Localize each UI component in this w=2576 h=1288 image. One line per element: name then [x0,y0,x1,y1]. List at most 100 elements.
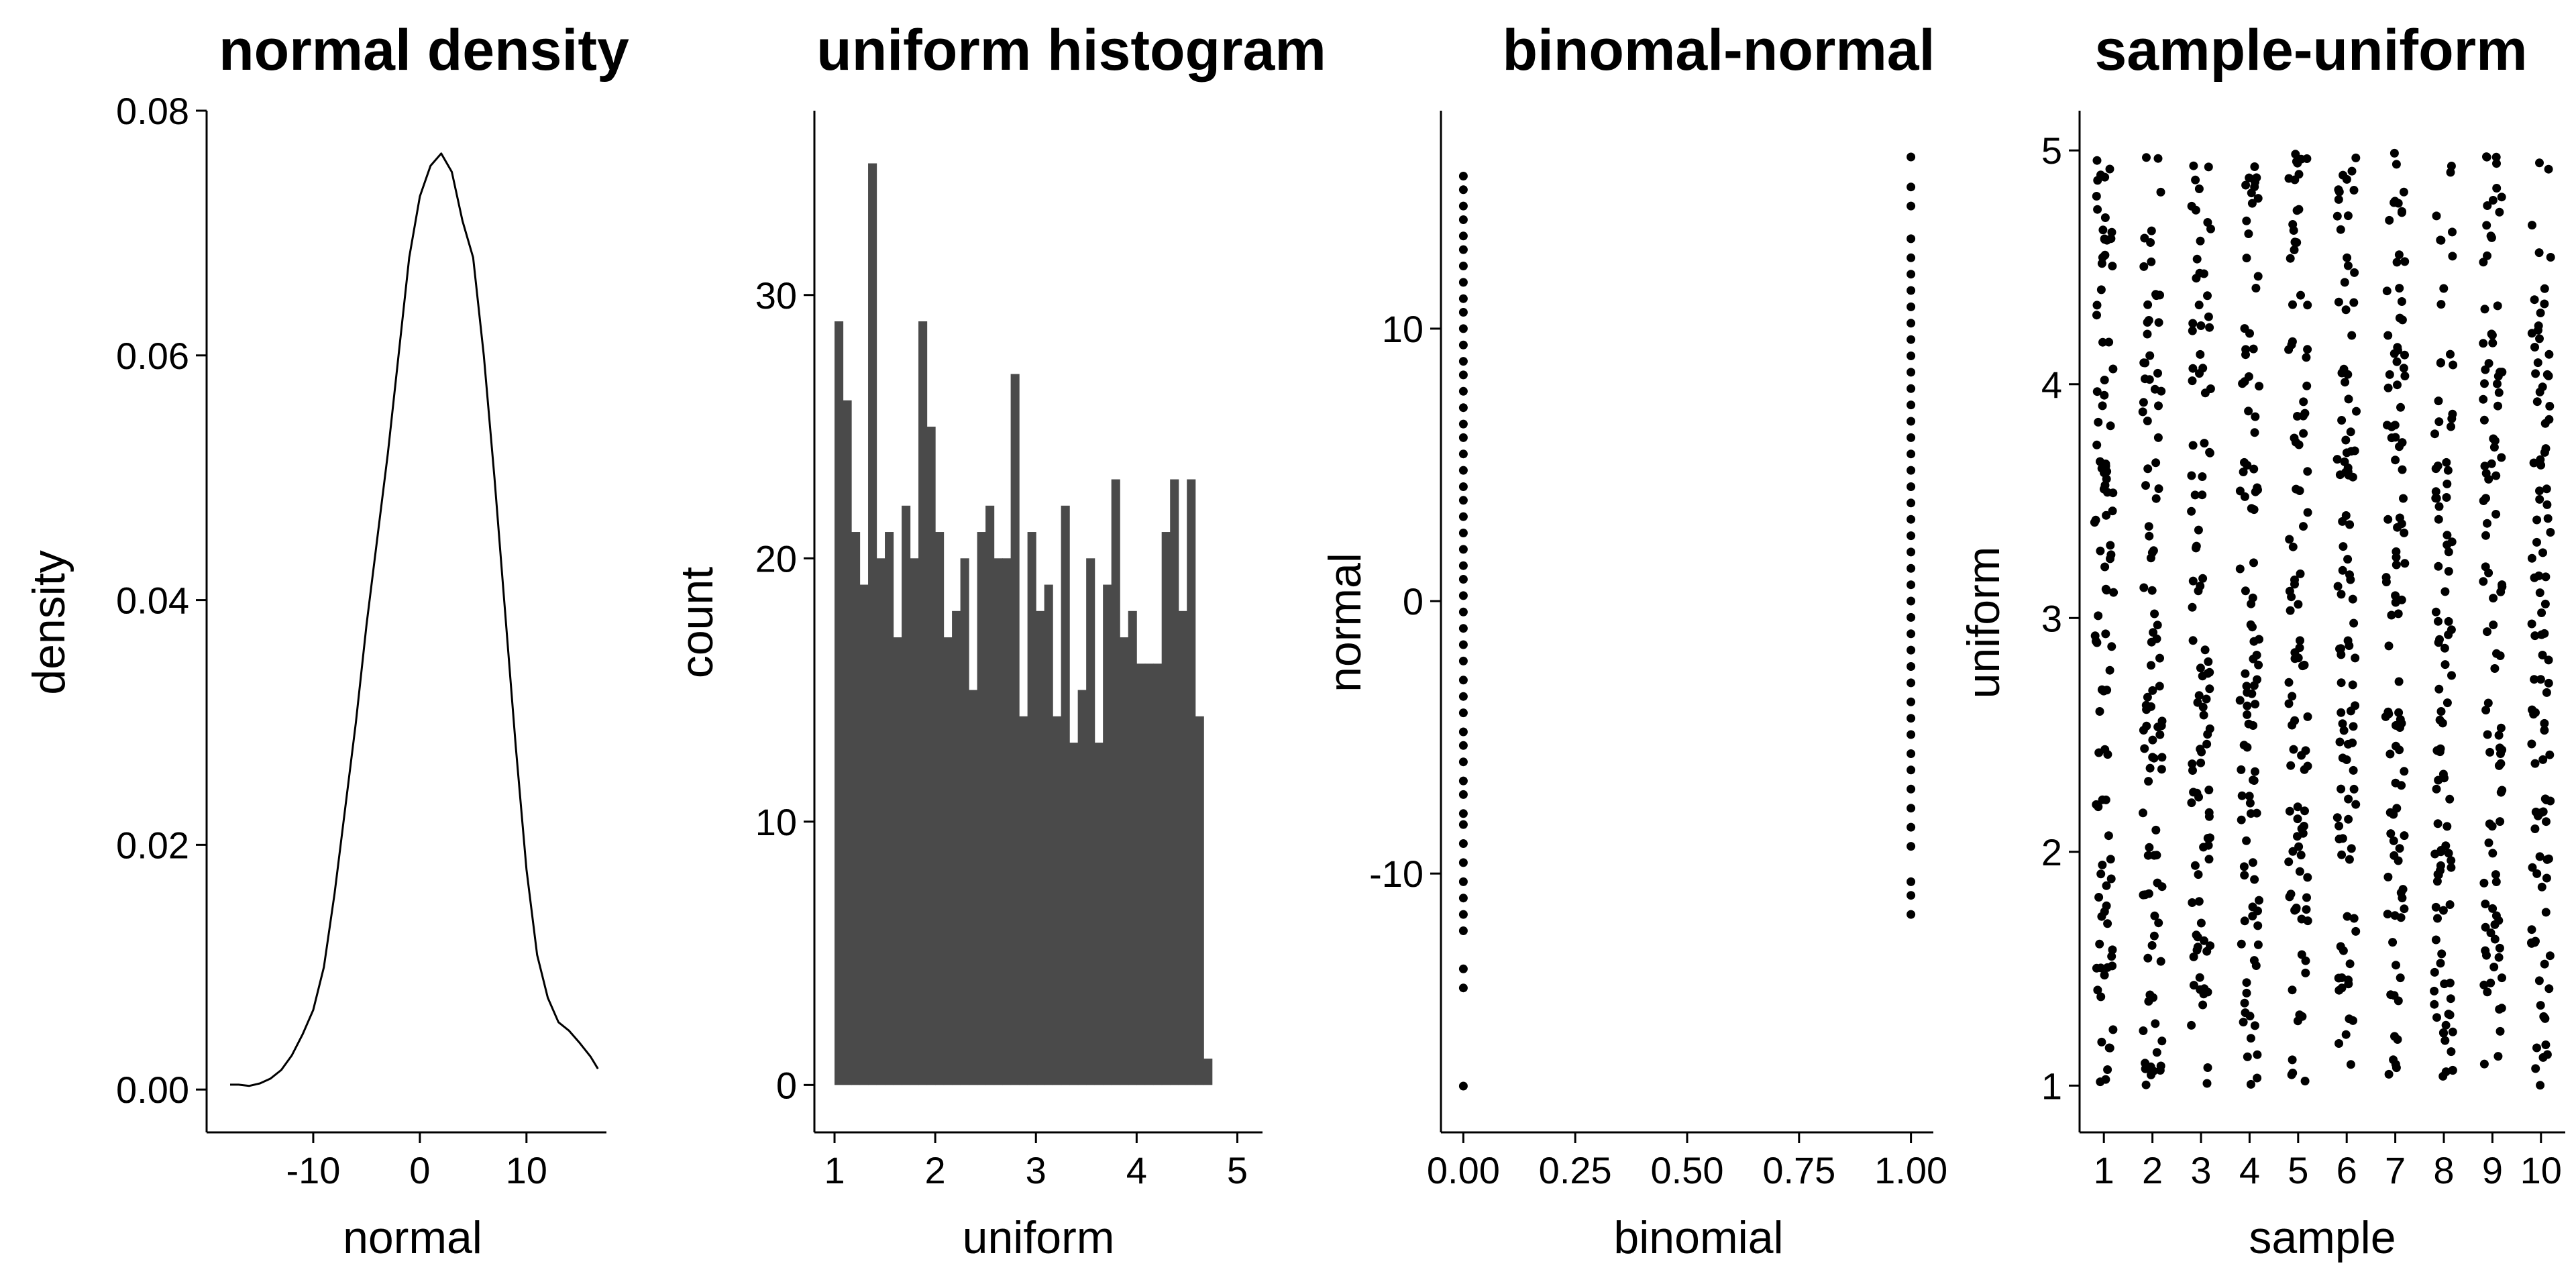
scatter-point [2251,177,2259,186]
scatter-point [2488,338,2498,347]
scatter-point [2188,636,2198,645]
scatter-point [2390,349,2399,358]
scatter-point [2342,755,2351,764]
scatter-point [2393,1035,2402,1044]
scatter-point [2242,988,2251,998]
scatter-point [2240,871,2249,880]
scatter-point [2337,416,2347,425]
scatter-point [2187,201,2196,211]
scatter-point [2492,184,2502,193]
scatter-point [2200,645,2210,655]
scatter-point [2481,706,2491,714]
scatter-point [2527,925,2536,934]
scatter-point [2482,152,2491,162]
scatter-point [2383,383,2393,392]
scatter-point [2106,550,2116,559]
density-line [230,152,599,1087]
scatter-point [2435,635,2444,644]
scatter-point [2303,345,2312,354]
scatter-point [2204,657,2213,666]
scatter-point [2108,506,2117,516]
scatter-point [2143,953,2153,963]
scatter-point [2479,394,2488,404]
scatter-point [1907,152,1916,162]
histogram-bar [868,163,877,1085]
scatter-point [1458,640,1468,649]
histogram-bar [1086,558,1095,1085]
scatter-point [2397,519,2406,529]
scatter-point [2488,196,2498,205]
scatter-point [2199,269,2208,278]
scatter-point [2188,319,2198,328]
scatter-point [2196,582,2205,590]
scatter-point [2332,211,2342,221]
scatter-point [2542,484,2551,494]
scatter-point [2396,723,2404,732]
scatter-point [1907,417,1916,426]
scatter-point [2300,409,2310,418]
scatter-point [2493,401,2502,411]
scatter-point [2493,372,2503,381]
scatter-point [2189,952,2198,961]
scatter-point [2188,376,2197,386]
scatter-point [2108,262,2117,271]
scatter-point [1907,234,1916,244]
panel-binomal-normal: binomal-normal binomial normal -10 0 10 0.0… [1320,18,1947,1263]
scatter-point [2336,942,2345,951]
scatter-point [1907,335,1916,344]
scatter-point [2204,808,2214,817]
scatter-point [1907,400,1916,410]
x-tick-label: 9 [2482,1149,2503,1191]
scatter-point [2349,186,2359,195]
histogram-bar [1144,663,1154,1085]
x-tick-label: 1 [2094,1149,2114,1191]
scatter-point [2286,606,2295,615]
scatter-point [2242,216,2251,225]
scatter-point [1458,529,1468,537]
scatter-point [2296,154,2306,164]
scatter-point [2145,531,2154,541]
scatter-point [2436,846,2446,855]
scatter-point [2400,559,2410,568]
scatter-point [2343,211,2353,221]
scatter-point [2431,935,2440,945]
scatter-point [2094,611,2103,621]
scatter-point [2242,254,2251,263]
scatter-point [2481,365,2490,374]
scatter-point [2090,518,2099,527]
scatter-point [1907,714,1916,723]
scatter-point [2540,726,2549,735]
scatter-point [2153,433,2163,442]
scatter-point [2092,192,2101,201]
scatter-point [2433,819,2443,828]
scatter-point [2290,716,2300,725]
scatter-point [2538,1053,2548,1062]
scatter-point [2400,831,2409,841]
scatter-point [1458,776,1468,786]
scatter-point [2139,358,2149,368]
scatter-point [2490,664,2500,673]
scatter-point [2349,619,2359,628]
histogram-bar [1044,584,1053,1085]
scatter-point [2295,486,2304,495]
scatter-point [2333,582,2343,591]
scatter-point [2187,471,2196,480]
scatter-point [2241,669,2250,678]
scatter-point [2147,661,2155,670]
scatter-point [2092,387,2102,396]
histogram-bar [835,321,844,1085]
scatter-point [2237,939,2246,949]
scatter-point [2530,631,2540,641]
x-tick-label: 2 [925,1149,946,1191]
scatter-point [2157,753,2167,762]
scatter-point [2150,384,2159,394]
scatter-point [2545,750,2555,759]
scatter-point [1907,804,1916,813]
scatter-point [2188,364,2198,373]
scatter-point [2102,586,2111,595]
scatter-point [2102,467,2112,476]
scatter-point [2155,1066,2165,1075]
scatter-point [2485,747,2495,757]
scatter-point [2491,152,2501,162]
